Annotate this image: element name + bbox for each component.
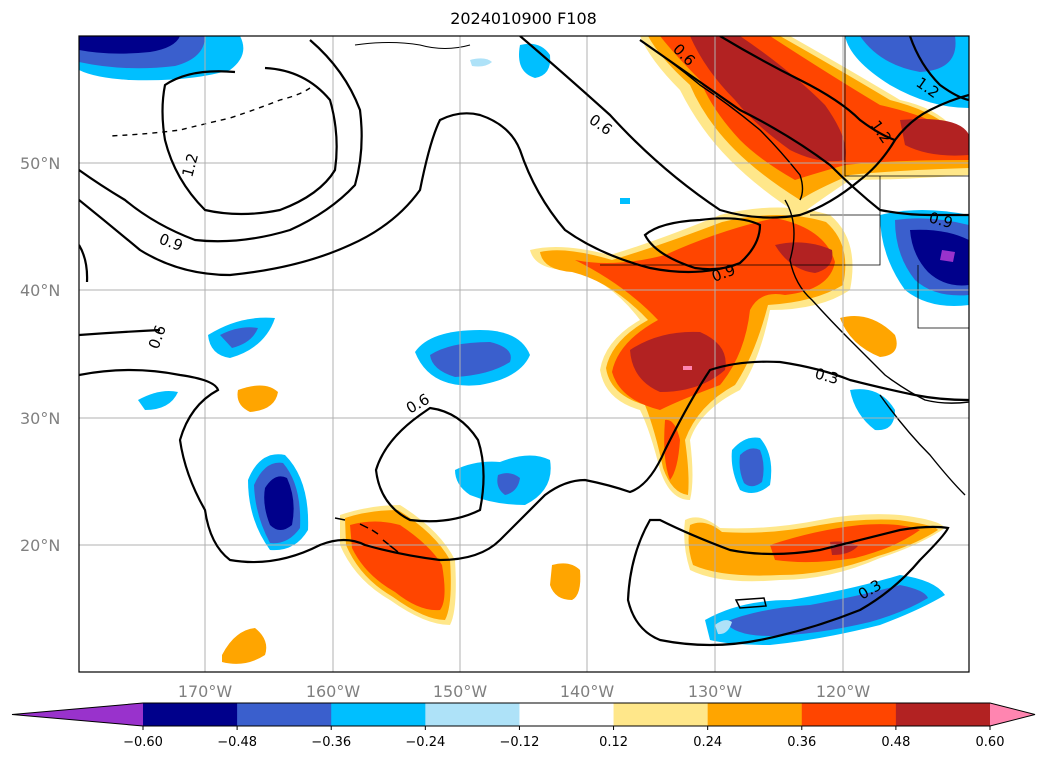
colorbar-bin: [801, 703, 897, 726]
lon-label-160w: 160°W: [306, 682, 361, 701]
negative-anomaly-south-edge: [715, 620, 732, 635]
negative-anomaly-south-inner: [725, 585, 928, 636]
contour-lines: [79, 36, 969, 647]
colorbar-bin: [895, 703, 991, 726]
lon-label-130w: 130°W: [688, 682, 743, 701]
positive-anomaly-california-core: [630, 331, 726, 392]
contour-label: 1.2: [178, 151, 202, 179]
lon-label-140w: 140°W: [560, 682, 615, 701]
contour-0-6-west: [79, 328, 161, 337]
positive-anomaly-baja: [840, 316, 897, 357]
contour-0-9-edge: [79, 244, 89, 283]
positive-anomaly-southwest: [222, 628, 267, 664]
colorbar-tick-label: −0.60: [123, 735, 163, 750]
state-border-1: [785, 176, 881, 266]
negative-anomaly-north-center: [519, 43, 551, 78]
negative-anomaly-nw-core: [79, 36, 180, 54]
map-title: 2024010900 F108: [450, 9, 597, 28]
contour-1-2-north: [719, 36, 896, 142]
positive-anomaly-pnw-core: [690, 36, 846, 162]
contour-label: 0.9: [927, 208, 955, 232]
contour-0-3-southeast: [626, 518, 950, 647]
negative-anomaly-nevada-core: [910, 229, 969, 286]
colorbar-tick-label: 0.60: [976, 735, 1005, 750]
negative-anomaly-southwest-core: [264, 476, 294, 530]
positive-anomaly-hawaii-red: [350, 521, 445, 611]
contour-1-2-ne: [908, 36, 969, 102]
lat-label-50n: 50°N: [20, 154, 60, 173]
lat-label-40n: 40°N: [20, 281, 60, 300]
contour-0-9-north: [639, 39, 969, 217]
negative-anomaly-far-west: [138, 391, 178, 410]
lat-label-20n: 20°N: [20, 536, 60, 555]
lon-label-150w: 150°W: [433, 682, 488, 701]
positive-anomaly-small-orange: [550, 563, 581, 600]
colorbar-tick-label: 0.24: [693, 735, 722, 750]
map-panel: 1.2 0.9 0.6 0.6 0.6 0.9 1.2 1.2 0.9 0.3 …: [78, 35, 970, 673]
colorbar-tick-label: 0.48: [881, 735, 910, 750]
contour-0-6-main: [79, 112, 762, 277]
contour-1-2-west: [161, 66, 338, 216]
colorbar-extend-low: [12, 703, 143, 726]
lon-label-170w: 170°W: [178, 682, 233, 701]
colorbar-tick-label: 0.36: [787, 735, 816, 750]
negative-anomaly-dot: [620, 198, 630, 204]
lat-label-30n: 30°N: [20, 409, 60, 428]
colorbar-tick-label: 0.12: [599, 735, 628, 750]
negative-anomaly-ne-inner: [860, 36, 956, 72]
colorbar-tick-label: −0.24: [405, 735, 445, 750]
hawaiian-islands: [334, 517, 399, 553]
colorbar: −0.60 −0.48 −0.36 −0.24 −0.12 0.12 0.24 0.36 0.4…: [11, 702, 1036, 750]
positive-anomaly-pnw-core-east: [900, 119, 969, 156]
aleutian-islands: [109, 87, 311, 137]
contour-0-9-west: [79, 39, 363, 243]
colorbar-bin: [519, 703, 615, 726]
state-border-2: [917, 265, 969, 329]
negative-anomaly-central-inner: [430, 342, 511, 377]
colorbar-bin: [237, 703, 332, 726]
contour-small-closed: [734, 597, 767, 609]
colorbar-extend-high: [990, 703, 1035, 726]
baja-coast: [879, 394, 966, 496]
colorbar-bin: [143, 703, 238, 726]
positive-anomaly-west: [237, 385, 278, 412]
colorbar-bin: [707, 703, 803, 726]
lon-label-120w: 120°W: [816, 682, 871, 701]
contour-label: 0.3: [813, 364, 841, 388]
contour-0-3-south: [79, 360, 969, 564]
max-anomaly-spot: [683, 366, 692, 370]
alaska-coast: [354, 42, 471, 49]
negative-anomaly-subtropical-inner: [497, 473, 520, 495]
west-coast-north-america: [784, 199, 969, 404]
colorbar-tick-label: −0.48: [217, 735, 257, 750]
colorbar-bin: [613, 703, 709, 726]
colorbar-tick-label: −0.36: [311, 735, 351, 750]
colorbar-bin: [425, 703, 520, 726]
contour-0-6-central: [374, 406, 485, 523]
contour-0-6-north: [519, 36, 969, 219]
colorbar-tick-label: −0.12: [500, 735, 540, 750]
negative-anomaly-west-inner: [220, 327, 258, 348]
positive-anomaly-tail: [664, 419, 680, 480]
negative-anomaly-east-pacific-inner: [739, 448, 764, 487]
longitude-labels: 170°W 160°W 150°W 140°W 130°W 120°W: [178, 682, 871, 701]
min-anomaly-spot: [940, 250, 955, 262]
map-frame: [78, 35, 970, 673]
shaded-field: [79, 36, 969, 664]
colorbar-bin: [331, 703, 426, 726]
latitude-labels: 50°N 40°N 30°N 20°N: [20, 154, 60, 555]
negative-anomaly-small: [470, 58, 492, 67]
